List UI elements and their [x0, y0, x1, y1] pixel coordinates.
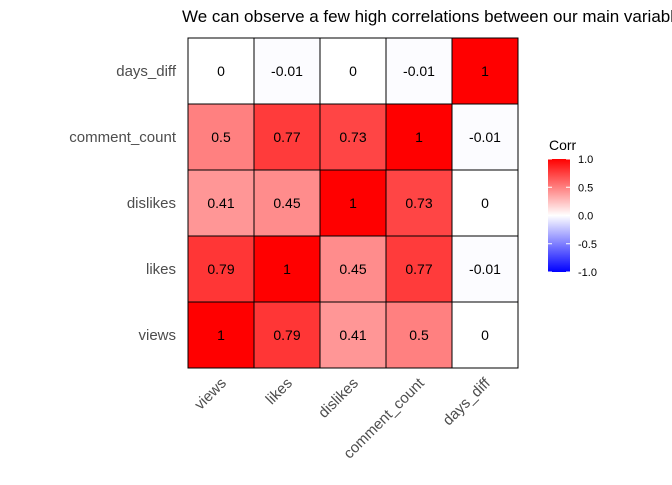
cell-value-label: 0.5	[409, 327, 429, 343]
y-tick-label-days_diff: days_diff	[116, 63, 177, 80]
cell-value-label: 0.41	[339, 327, 366, 343]
heatmap-cell-comment_count-likes	[253, 103, 321, 171]
cell-value-label: 0.45	[339, 261, 366, 277]
cell-value-label: 1	[481, 63, 489, 79]
heatmap-cell-days_diff-dislikes	[319, 37, 387, 105]
heatmap-cell-views-likes	[253, 301, 321, 369]
cell-value-label: 0	[217, 63, 225, 79]
x-tick-label-views: views	[191, 375, 230, 414]
x-tick-label-likes: likes	[263, 375, 296, 408]
heatmap-cell-comment_count-days_diff	[451, 103, 519, 171]
legend-color-bar	[548, 159, 570, 272]
legend-tick-label: 1.0	[578, 154, 593, 166]
cell-value-label: -0.01	[271, 63, 303, 79]
cell-value-label: 0.73	[339, 129, 366, 145]
x-tick-label-days_diff: days_diff	[440, 374, 495, 429]
y-tick-label-dislikes: dislikes	[127, 195, 176, 212]
heatmap-cell-likes-dislikes	[319, 235, 387, 303]
legend-tick-label: -0.5	[578, 239, 597, 251]
y-tick-label-likes: likes	[146, 261, 176, 278]
cell-value-label: 1	[415, 129, 423, 145]
cell-value-label: 0.79	[207, 261, 234, 277]
legend-tick-label: 0.0	[578, 211, 593, 223]
cell-value-label: 0.77	[273, 129, 300, 145]
heatmap-cell-likes-likes	[253, 235, 321, 303]
heatmap-cell-comment_count-views	[187, 103, 255, 171]
color-legend: Corr 1.0 0.5 0.0 -0.5 -1.0	[548, 137, 597, 279]
heatmap-cell-days_diff-days_diff	[451, 37, 519, 105]
cell-value-label: 1	[349, 195, 357, 211]
legend-tick-label: -1.0	[578, 267, 597, 279]
heatmap-cell-dislikes-dislikes	[319, 169, 387, 237]
heatmap-cell-likes-days_diff	[451, 235, 519, 303]
heatmap-cells	[187, 37, 519, 369]
cell-value-label: 0	[481, 327, 489, 343]
heatmap-cell-dislikes-likes	[253, 169, 321, 237]
cell-value-label: -0.01	[469, 129, 501, 145]
cell-value-label: 0.79	[273, 327, 300, 343]
cell-value-label: -0.01	[403, 63, 435, 79]
cell-value-labels: 1 0.79 0.41 0.5 0 0.79 1 0.45 0.77 -0.01 0.41 0.45 1…	[207, 63, 501, 343]
cell-value-label: 0	[481, 195, 489, 211]
heatmap-cell-views-days_diff	[451, 301, 519, 369]
cell-value-label: 0.45	[273, 195, 300, 211]
legend-tick-label: 0.5	[578, 182, 593, 194]
legend-title: Corr	[549, 137, 577, 153]
legend-ticks: 1.0 0.5 0.0 -0.5 -1.0	[548, 154, 597, 279]
cell-value-label: 0.41	[207, 195, 234, 211]
cell-value-label: 1	[283, 261, 291, 277]
y-axis-tick-labels: views likes dislikes comment_count days_diff	[69, 63, 177, 344]
cell-value-label: 0.5	[211, 129, 231, 145]
cell-value-label: 0.77	[405, 261, 432, 277]
cell-value-label: 0.73	[405, 195, 432, 211]
y-tick-label-views: views	[138, 327, 176, 344]
cell-value-label: 1	[217, 327, 225, 343]
cell-value-label: -0.01	[469, 261, 501, 277]
heatmap-cell-views-comment_count	[385, 301, 453, 369]
heatmap-cell-likes-comment_count	[385, 235, 453, 303]
heatmap-cell-dislikes-views	[187, 169, 255, 237]
heatmap-cell-likes-views	[187, 235, 255, 303]
x-tick-label-dislikes: dislikes	[315, 375, 362, 422]
chart-title: We can observe a few high correlations b…	[182, 7, 672, 26]
heatmap-cell-days_diff-views	[187, 37, 255, 105]
heatmap-cell-days_diff-comment_count	[385, 37, 453, 105]
y-tick-label-comment_count: comment_count	[69, 129, 177, 146]
heatmap-cell-views-dislikes	[319, 301, 387, 369]
cell-value-label: 0	[349, 63, 357, 79]
